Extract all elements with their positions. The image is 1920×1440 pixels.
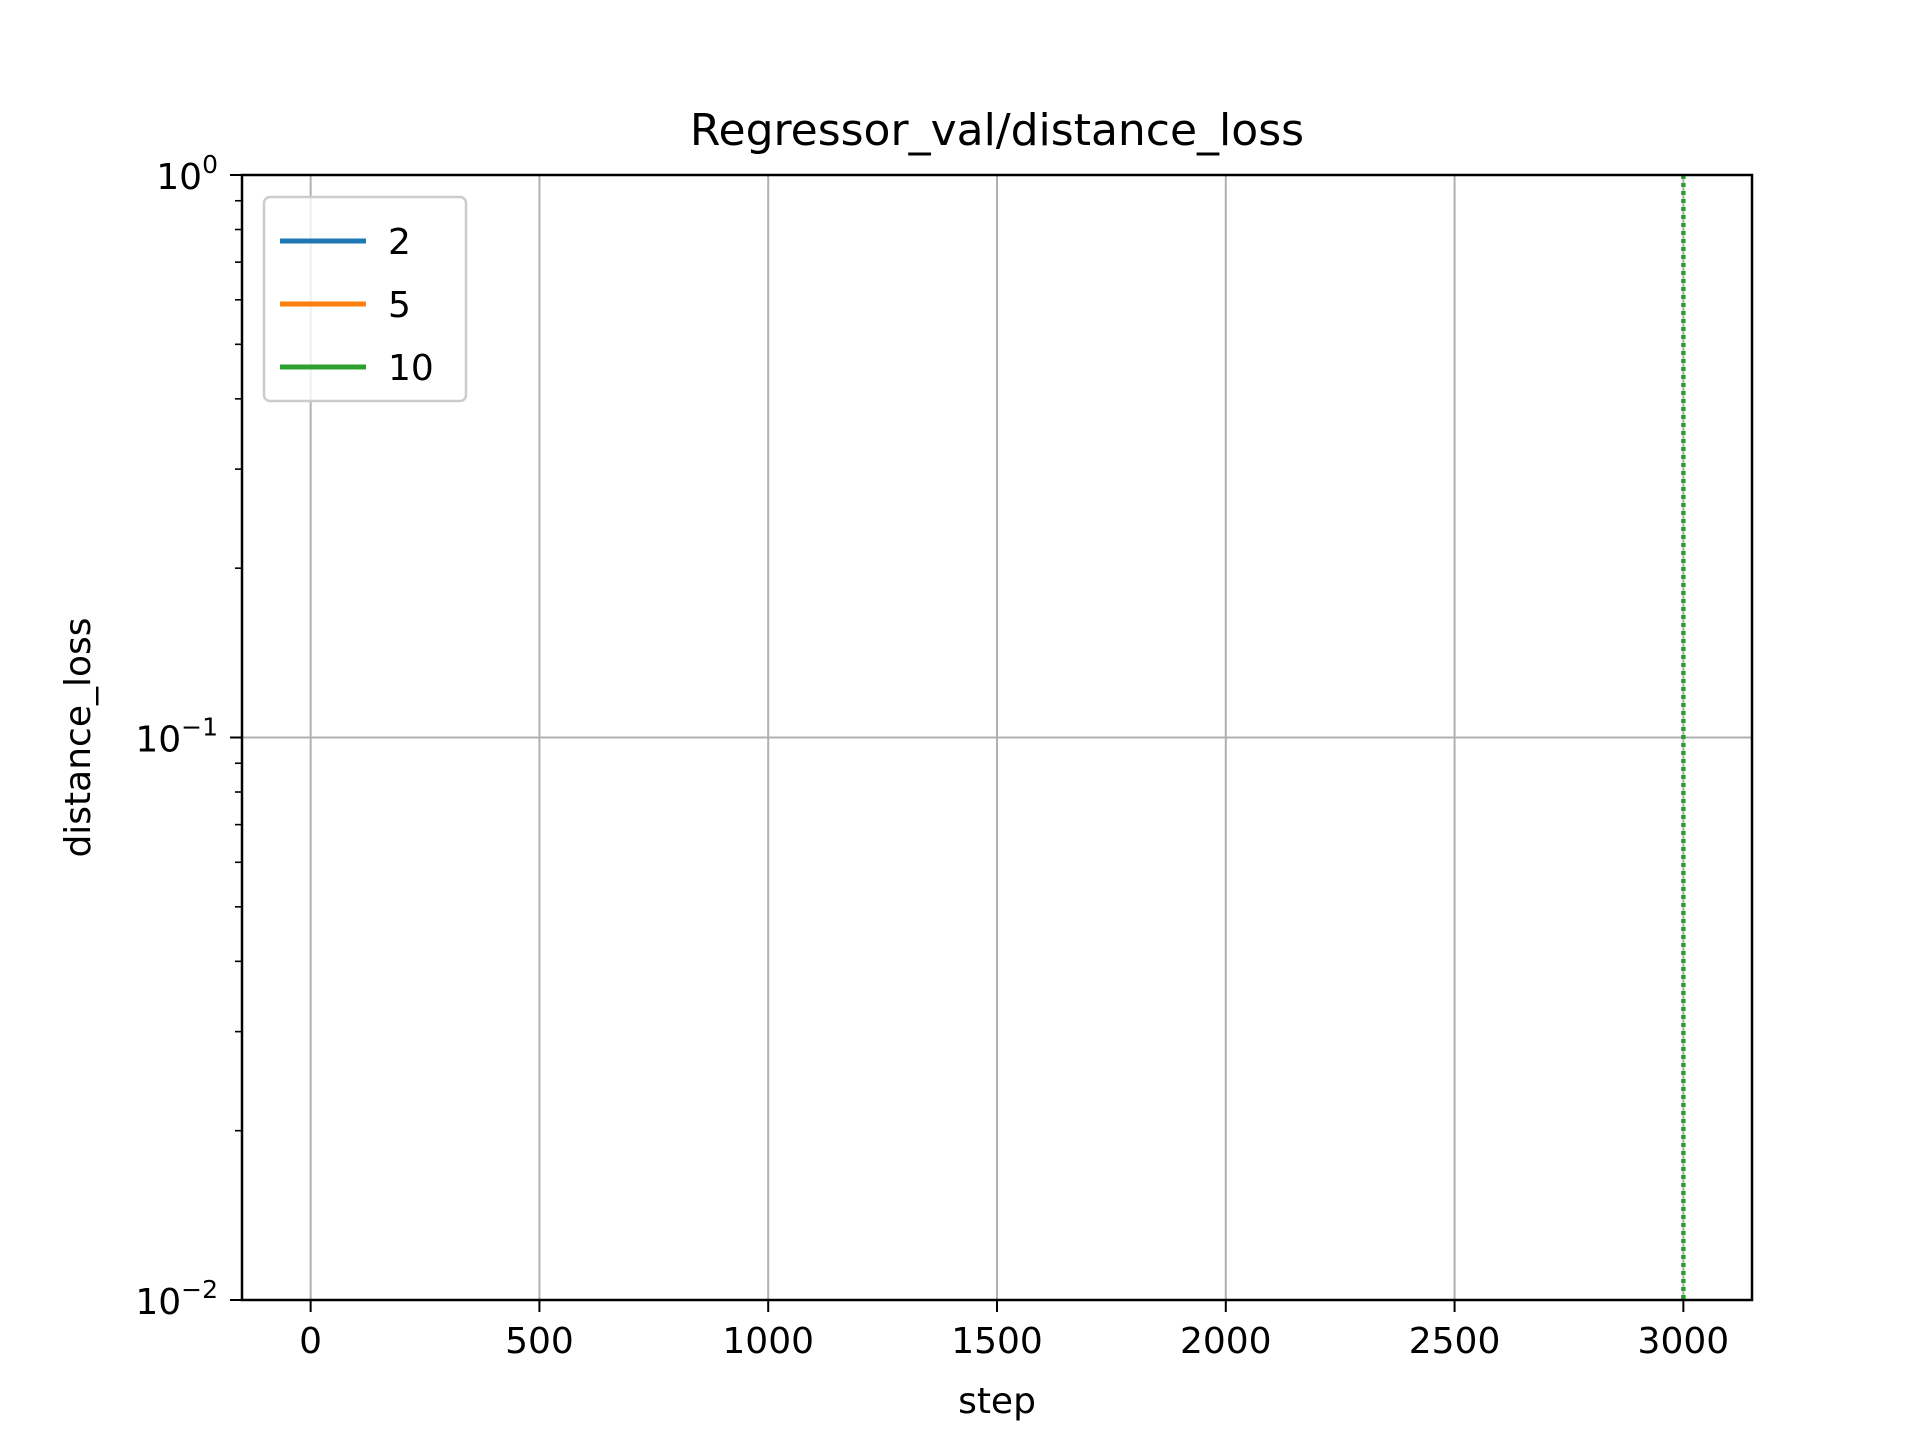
- x-tick-label: 2000: [1180, 1321, 1272, 1362]
- ticks: [230, 174, 1685, 1312]
- x-tick-label: 1500: [951, 1321, 1043, 1362]
- x-tick-label: 0: [299, 1321, 322, 1362]
- legend-label: 5: [388, 285, 411, 326]
- chart-title: Regressor_val/distance_loss: [690, 105, 1304, 156]
- y-tick-label: 10−1: [135, 713, 218, 761]
- x-tick-label: 3000: [1638, 1321, 1730, 1362]
- y-tick-label: 10−2: [135, 1275, 218, 1323]
- x-tick-label: 500: [505, 1321, 574, 1362]
- legend-label: 2: [388, 222, 411, 263]
- y-axis-label: distance_loss: [58, 617, 99, 857]
- y-tick-label: 100: [156, 150, 218, 198]
- tick-labels: 0 500 1000 1500 2000 2500 3000 100 10−1 10−2: [135, 150, 1729, 1362]
- x-axis-label: step: [958, 1381, 1036, 1422]
- legend: 2 5 10: [262, 195, 468, 403]
- x-tick-label: 1000: [722, 1321, 814, 1362]
- legend-box: [262, 195, 468, 403]
- x-tick-label: 2500: [1409, 1321, 1501, 1362]
- legend-label: 10: [388, 348, 434, 389]
